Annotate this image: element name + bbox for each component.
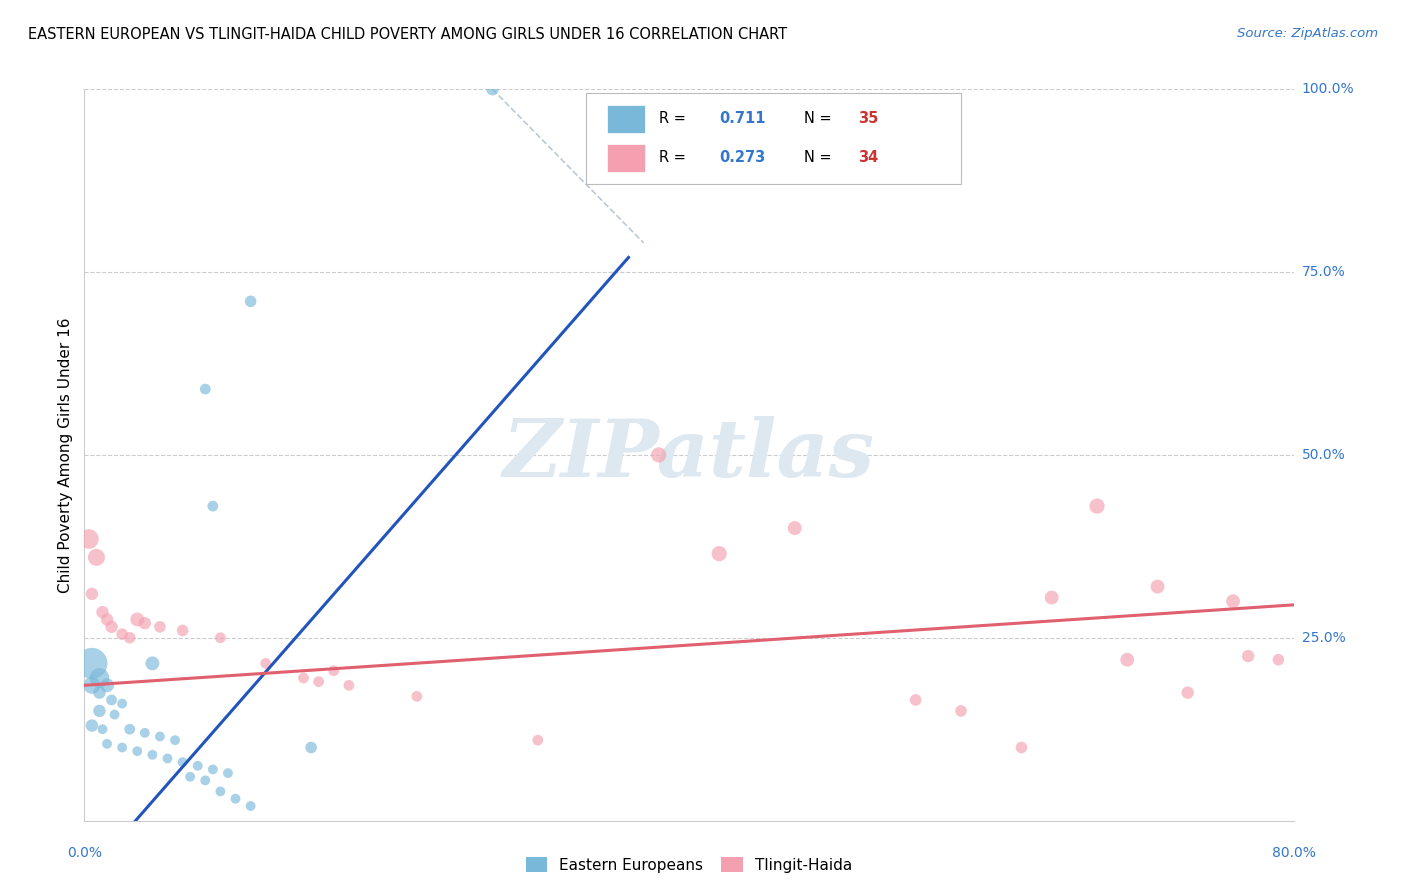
Point	[526, 733, 548, 747]
Point	[481, 82, 503, 96]
Point	[1177, 686, 1199, 700]
Text: 50.0%: 50.0%	[1302, 448, 1346, 462]
Point	[141, 747, 163, 762]
Point	[194, 382, 217, 396]
Point	[96, 613, 118, 627]
Text: R =: R =	[658, 112, 690, 126]
Point	[149, 620, 172, 634]
Point	[111, 697, 134, 711]
Point	[1267, 653, 1289, 667]
Text: 0.0%: 0.0%	[67, 846, 101, 860]
Point	[209, 631, 232, 645]
Point	[239, 294, 262, 309]
Point	[118, 723, 141, 737]
Point	[1146, 580, 1168, 594]
Text: 100.0%: 100.0%	[1302, 82, 1354, 96]
Point	[141, 657, 163, 671]
Point	[1116, 653, 1139, 667]
FancyBboxPatch shape	[586, 93, 962, 185]
Point	[1040, 591, 1063, 605]
Point	[172, 755, 194, 769]
Text: 0.711: 0.711	[720, 112, 766, 126]
Point	[86, 550, 108, 565]
Point	[163, 733, 186, 747]
Point	[308, 674, 330, 689]
Text: N =: N =	[804, 150, 837, 165]
Point	[77, 532, 100, 546]
Point	[80, 657, 103, 671]
Point	[100, 693, 122, 707]
Text: 75.0%: 75.0%	[1302, 265, 1346, 279]
Bar	[607, 105, 645, 133]
Point	[89, 671, 111, 685]
Point	[118, 631, 141, 645]
Point	[950, 704, 973, 718]
Point	[127, 613, 149, 627]
Text: EASTERN EUROPEAN VS TLINGIT-HAIDA CHILD POVERTY AMONG GIRLS UNDER 16 CORRELATION: EASTERN EUROPEAN VS TLINGIT-HAIDA CHILD …	[28, 27, 787, 42]
Point	[104, 707, 127, 722]
Point	[172, 624, 194, 638]
Point	[904, 693, 927, 707]
Point	[89, 686, 111, 700]
Point	[134, 726, 156, 740]
Text: Source: ZipAtlas.com: Source: ZipAtlas.com	[1237, 27, 1378, 40]
Point	[187, 758, 209, 772]
Point	[194, 773, 217, 788]
Text: 35: 35	[858, 112, 879, 126]
Point	[292, 671, 315, 685]
Point	[239, 799, 262, 814]
Point	[201, 763, 224, 777]
Point	[1237, 649, 1260, 664]
Point	[254, 657, 277, 671]
Point	[179, 770, 201, 784]
Point	[111, 740, 134, 755]
Point	[225, 791, 247, 805]
Point	[217, 766, 239, 780]
Point	[1222, 594, 1244, 608]
Point	[89, 704, 111, 718]
Point	[91, 605, 114, 619]
Point	[783, 521, 806, 535]
Point	[299, 740, 322, 755]
Point	[201, 499, 224, 513]
Point	[91, 723, 114, 737]
Point	[647, 448, 671, 462]
Point	[96, 737, 118, 751]
Point	[1010, 740, 1032, 755]
Bar	[607, 145, 645, 172]
Text: 0.273: 0.273	[720, 150, 765, 165]
Y-axis label: Child Poverty Among Girls Under 16: Child Poverty Among Girls Under 16	[58, 318, 73, 592]
Point	[80, 678, 103, 692]
Point	[127, 744, 149, 758]
Point	[149, 730, 172, 744]
Point	[209, 784, 232, 798]
Point	[80, 587, 103, 601]
Point	[406, 690, 429, 704]
Point	[134, 616, 156, 631]
Legend: Eastern Europeans, Tlingit-Haida: Eastern Europeans, Tlingit-Haida	[519, 851, 859, 879]
Point	[709, 547, 731, 561]
Text: 34: 34	[858, 150, 879, 165]
Text: ZIPatlas: ZIPatlas	[503, 417, 875, 493]
Text: R =: R =	[658, 150, 690, 165]
Point	[1085, 499, 1108, 513]
Point	[96, 678, 118, 692]
Text: 25.0%: 25.0%	[1302, 631, 1346, 645]
Text: N =: N =	[804, 112, 837, 126]
Point	[111, 627, 134, 641]
Point	[100, 620, 122, 634]
Text: 80.0%: 80.0%	[1271, 846, 1316, 860]
Point	[80, 718, 103, 732]
Point	[322, 664, 344, 678]
Point	[337, 678, 360, 692]
Point	[156, 751, 179, 765]
